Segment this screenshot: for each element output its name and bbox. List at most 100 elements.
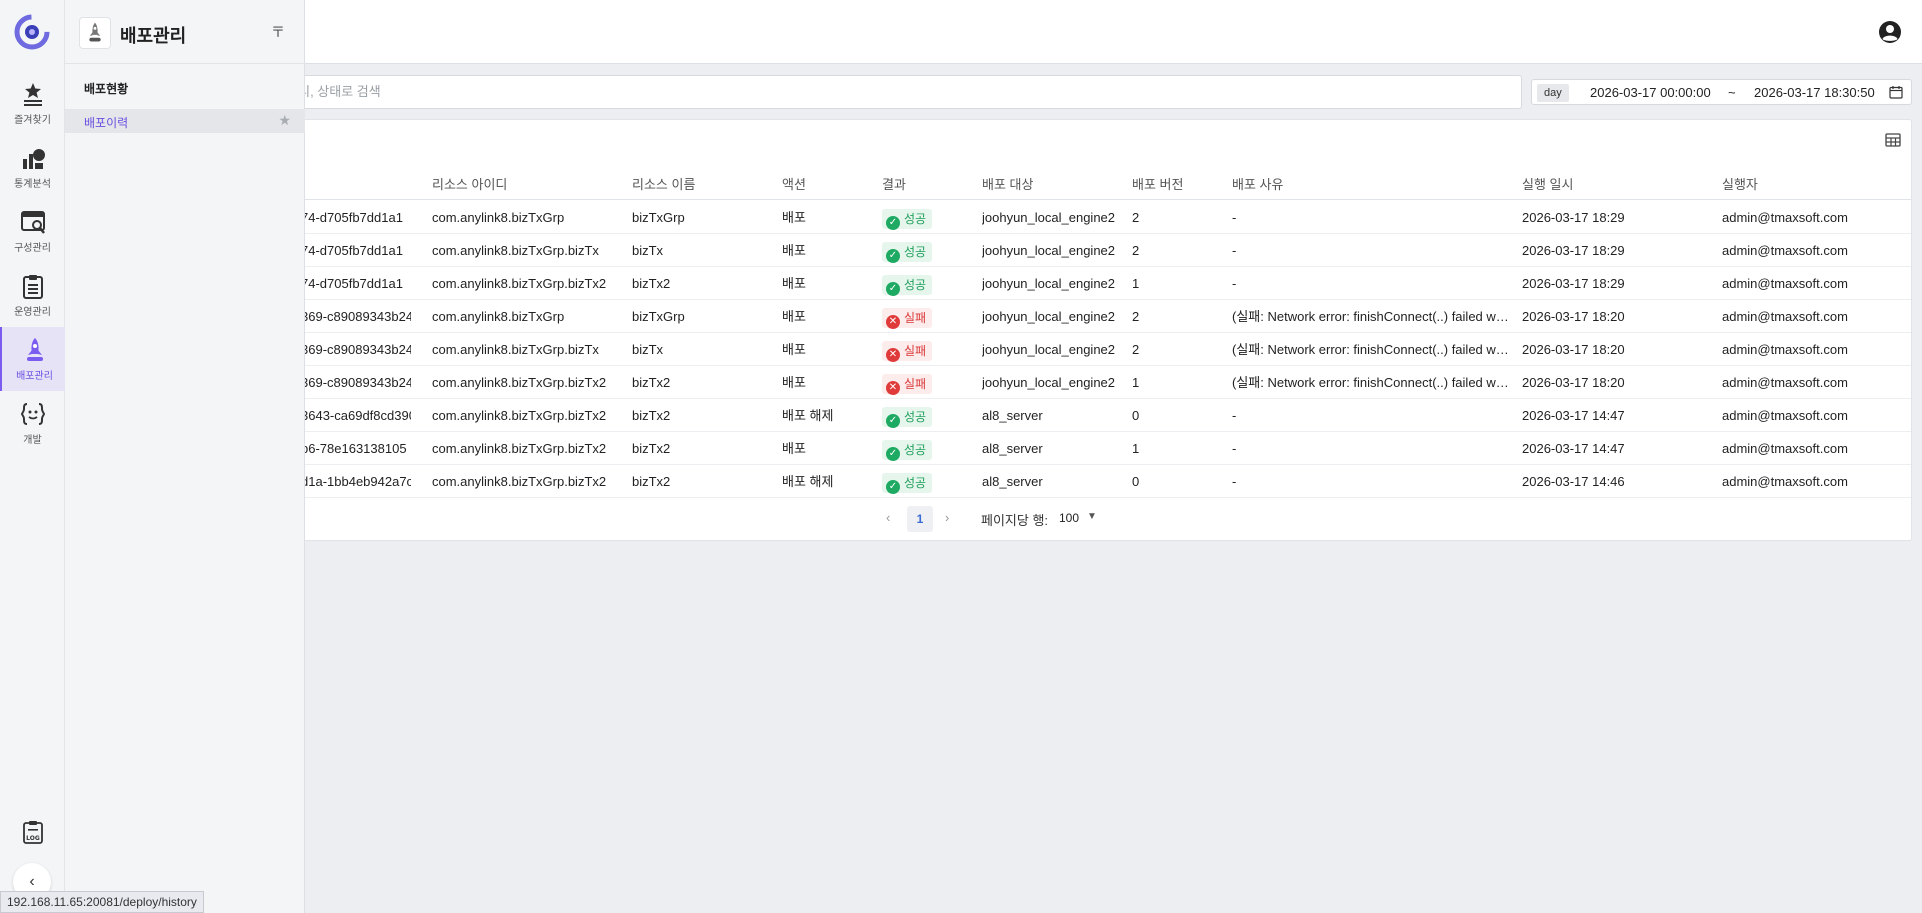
calendar-icon[interactable] <box>1889 85 1903 99</box>
cell-resource-id: com.anylink8.bizTxGrp.bizTx2 <box>432 441 607 456</box>
pin-icon[interactable]: 〒 <box>271 24 285 40</box>
favorite-star-icon[interactable]: ★ <box>278 112 291 128</box>
cell-target: joohyun_local_engine2 <box>982 243 1116 258</box>
rail-label: 운영관리 <box>14 307 51 318</box>
star-list-icon <box>24 83 42 106</box>
cell-id: 369-c89089343b24 <box>301 309 411 324</box>
status-text: 성공 <box>904 244 927 259</box>
cell-time: 2026-03-17 14:47 <box>1522 441 1625 456</box>
status-text: 성공 <box>904 409 927 424</box>
rail-item-favorites[interactable]: 즐겨찾기 <box>0 71 65 135</box>
status-badge: ✓ 성공 <box>882 208 933 230</box>
header-result[interactable]: 결과 <box>882 177 906 192</box>
rail-item-operations[interactable]: 운영관리 <box>0 263 65 327</box>
check-circle-icon: ✓ <box>886 479 900 494</box>
cell-result: ✕ 실패 <box>882 366 972 399</box>
app-logo-icon[interactable] <box>14 14 50 50</box>
cell-id: 74-d705fb7dd1a1 <box>301 276 403 291</box>
status-badge: ✓ 성공 <box>882 241 933 263</box>
menu-section-deploy-status[interactable]: 배포현황 <box>84 82 129 96</box>
cell-action: 배포 해제 <box>782 408 834 423</box>
cell-reason: - <box>1232 474 1237 489</box>
user-account-icon[interactable] <box>1878 20 1902 44</box>
status-text: 실패 <box>904 310 927 325</box>
cell-result: ✕ 실패 <box>882 333 972 366</box>
rail-label: 개발 <box>23 435 42 446</box>
table-row[interactable]: 74-d705fb7dd1a1 com.anylink8.bizTxGrp.biz… <box>241 267 1911 300</box>
rail-item-statistics[interactable]: 통계분석 <box>0 135 65 199</box>
cell-reason: - <box>1232 276 1237 291</box>
cell-result: ✕ 실패 <box>882 300 972 333</box>
column-settings-icon[interactable] <box>1885 132 1901 148</box>
cell-user: admin@tmaxsoft.com <box>1722 243 1848 258</box>
date-separator: ~ <box>1728 85 1736 100</box>
menu-item-deploy-history[interactable]: 배포이력 ★ <box>65 109 305 133</box>
cell-reason: (실패: Network error: finishConnect(..) fa… <box>1232 375 1510 390</box>
cell-version: 2 <box>1132 309 1140 324</box>
rail-item-configuration[interactable]: 구성관리 <box>0 199 65 263</box>
rail-item-development[interactable]: 개발 <box>0 391 65 455</box>
header-target[interactable]: 배포 대상 <box>982 177 1034 192</box>
cell-action: 배포 <box>782 309 806 324</box>
header-action[interactable]: 액션 <box>782 177 806 192</box>
svg-text:LOG: LOG <box>26 835 40 842</box>
cell-action: 배포 <box>782 441 806 456</box>
date-range-picker[interactable]: day 2026-03-17 00:00:00 ~ 2026-03-17 18:… <box>1531 79 1912 105</box>
table-row[interactable]: 369-c89089343b24 com.anylink8.bizTxGrp.bi… <box>241 333 1911 366</box>
rocket-icon <box>79 17 111 49</box>
cell-version: 1 <box>1132 375 1140 390</box>
header-resource-name[interactable]: 리소스 이름 <box>632 177 696 192</box>
header-reason[interactable]: 배포 사유 <box>1232 177 1284 192</box>
page-number-1[interactable]: 1 <box>907 506 933 532</box>
table-row[interactable]: 74-d705fb7dd1a1 com.anylink8.bizTxGrp.biz… <box>241 234 1911 267</box>
table-row[interactable]: d1a-1bb4eb942a7c com.anylink8.bizTxGrp.bi… <box>241 465 1911 498</box>
cell-id: 369-c89089343b24 <box>301 342 411 357</box>
status-badge: ✓ 성공 <box>882 274 933 296</box>
cell-action: 배포 <box>782 210 806 225</box>
cell-id: b6-78e163138105 <box>301 441 407 456</box>
cell-action: 배포 <box>782 276 806 291</box>
header-time[interactable]: 실행 일시 <box>1522 177 1574 192</box>
pagination: ‹ 1 › 페이지당 행: 100 ▼ <box>241 503 1911 533</box>
cell-user: admin@tmaxsoft.com <box>1722 474 1848 489</box>
status-bar-url: 192.168.11.65:20081/deploy/history <box>0 891 204 913</box>
cell-version: 1 <box>1132 276 1140 291</box>
table-row[interactable]: b6-78e163138105 com.anylink8.bizTxGrp.biz… <box>241 432 1911 465</box>
rows-per-page-select[interactable]: 100 <box>1059 511 1080 525</box>
caret-down-icon[interactable]: ▼ <box>1087 511 1097 522</box>
cell-action: 배포 해제 <box>782 474 834 489</box>
cell-time: 2026-03-17 18:20 <box>1522 309 1625 324</box>
cell-result: ✓ 성공 <box>882 267 972 300</box>
table-row[interactable]: 3643-ca69df8cd390 com.anylink8.bizTxGrp.b… <box>241 399 1911 432</box>
cell-reason: - <box>1232 408 1237 423</box>
next-page-button[interactable]: › <box>945 510 950 525</box>
header-resource-id[interactable]: 리소스 아이디 <box>432 177 508 192</box>
status-text: 성공 <box>904 277 927 292</box>
log-icon[interactable]: LOG <box>21 820 45 844</box>
rail-item-deploy[interactable]: 배포관리 <box>0 327 65 391</box>
cell-user: admin@tmaxsoft.com <box>1722 210 1848 225</box>
check-circle-icon: ✓ <box>886 248 900 263</box>
search-input[interactable]: 름, 아이디, 상태로 검색 <box>240 75 1522 109</box>
table-row[interactable]: 369-c89089343b24 com.anylink8.bizTxGrp biz… <box>241 300 1911 333</box>
table-row[interactable]: 369-c89089343b24 com.anylink8.bizTxGrp.bi… <box>241 366 1911 399</box>
cell-resource-id: com.anylink8.bizTxGrp.bizTx2 <box>432 474 607 489</box>
date-from[interactable]: 2026-03-17 00:00:00 <box>1590 85 1711 100</box>
status-text: 실패 <box>904 343 927 358</box>
date-to[interactable]: 2026-03-17 18:30:50 <box>1754 85 1875 100</box>
header-user[interactable]: 실행자 <box>1722 177 1758 192</box>
table-row[interactable]: 74-d705fb7dd1a1 com.anylink8.bizTxGrp bizT… <box>241 201 1911 234</box>
cell-reason: (실패: Network error: finishConnect(..) fa… <box>1232 309 1510 324</box>
prev-page-button[interactable]: ‹ <box>886 510 891 525</box>
cell-version: 0 <box>1132 408 1140 423</box>
cell-resource-name: bizTx <box>632 243 664 258</box>
status-badge: ✓ 성공 <box>882 406 933 428</box>
left-rail: 즐겨찾기 통계분석 구성관리 운영관리 <box>0 0 65 913</box>
rail-label: 통계분석 <box>14 179 51 190</box>
cell-reason: - <box>1232 210 1237 225</box>
header-version[interactable]: 배포 버전 <box>1132 177 1184 192</box>
cell-reason: - <box>1232 441 1237 456</box>
cell-time: 2026-03-17 14:46 <box>1522 474 1625 489</box>
cell-resource-id: com.anylink8.bizTxGrp <box>432 210 565 225</box>
date-unit-select[interactable]: day <box>1537 84 1569 102</box>
